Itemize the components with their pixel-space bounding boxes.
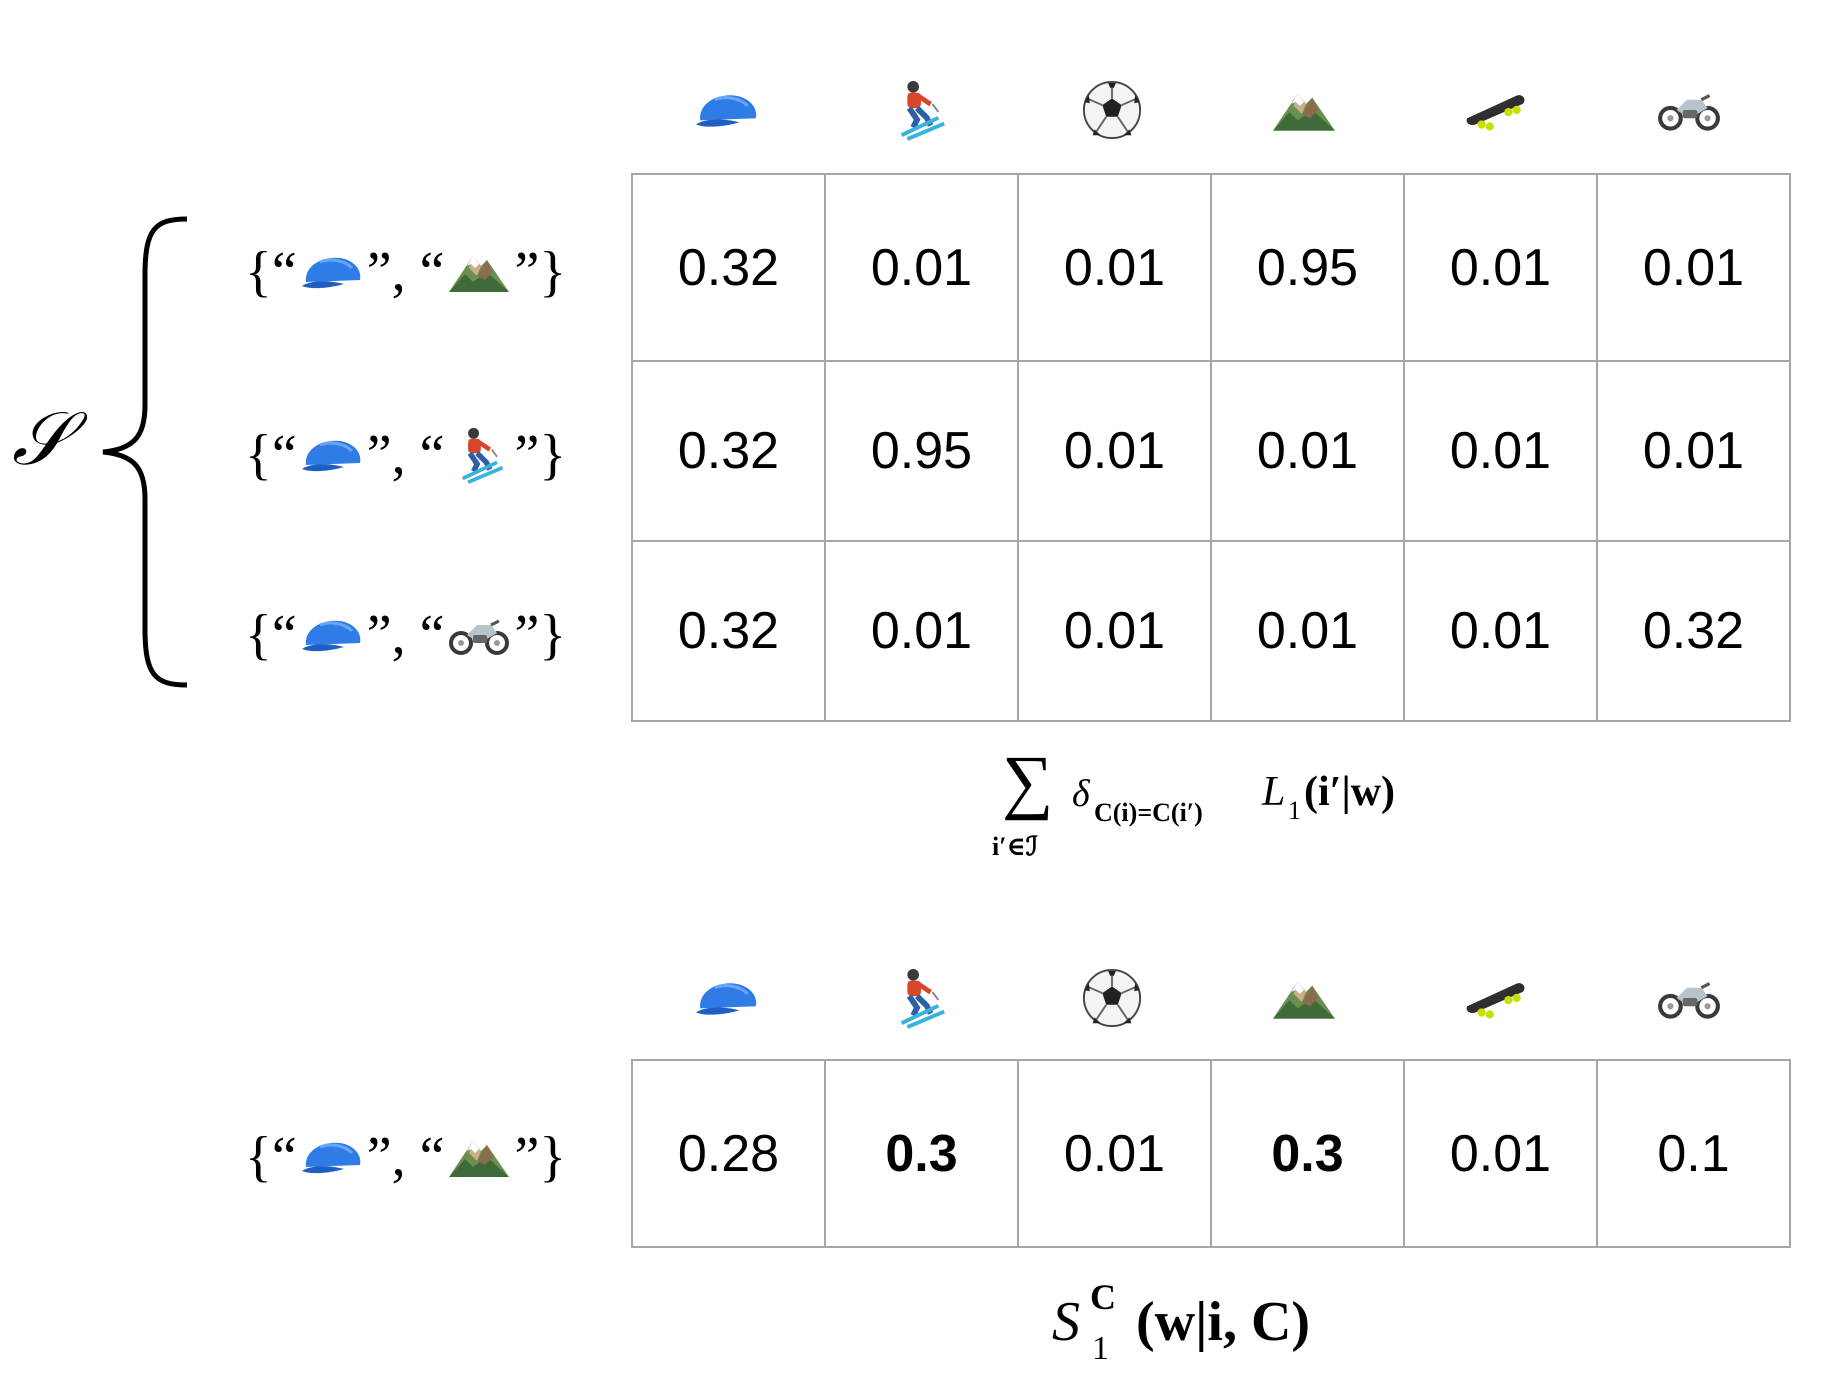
result-subscript: 1 [1092, 1330, 1109, 1367]
likelihood-symbol: L [1262, 769, 1286, 815]
table-cell: 0.95 [824, 360, 1019, 542]
table-cell: 0.01 [1017, 173, 1212, 362]
cap-icon [297, 605, 367, 665]
table-cell: 0.01 [1596, 173, 1791, 362]
table-cell: 0.32 [631, 540, 826, 722]
soccer-ball-icon [1016, 70, 1208, 150]
table-row: 0.32 0.95 0.01 0.01 0.01 0.01 [631, 360, 1791, 542]
soccer-ball-icon [1016, 958, 1208, 1038]
top-column-header [631, 70, 1785, 150]
table-cell: 0.01 [824, 540, 1019, 722]
motorcycle-icon [1593, 958, 1785, 1038]
mountain-icon [1208, 958, 1400, 1038]
set-label: 𝒮 [12, 399, 70, 481]
likelihood-args: (i′|w) [1304, 769, 1396, 815]
table-cell: 0.95 [1210, 173, 1405, 362]
table-cell: 0.1 [1596, 1059, 1791, 1248]
sum-subscript: i′∈ℐ [992, 832, 1038, 861]
likelihood-subscript: 1 [1288, 796, 1301, 825]
skier-icon [823, 958, 1015, 1038]
cap-icon [297, 425, 367, 485]
delta-symbol: δ [1072, 773, 1090, 815]
skateboard-icon [1400, 70, 1592, 150]
row-label-cap-skier: {“”, “”} [245, 424, 567, 486]
result-args: (w|i, C) [1136, 1291, 1311, 1353]
delta-subscript: C(i)=C(i′) [1094, 798, 1203, 827]
skier-icon [823, 70, 1015, 150]
mountain-icon [444, 242, 514, 302]
table-cell: 0.01 [824, 173, 1019, 362]
table-cell: 0.32 [631, 173, 826, 362]
row-label-cap-motorcycle: {“”, “”} [245, 604, 567, 666]
mountain-icon [1208, 70, 1400, 150]
motorcycle-icon [1593, 70, 1785, 150]
left-brace [102, 216, 188, 688]
cap-icon [631, 70, 823, 150]
sum-operator: ∑ [1002, 741, 1054, 821]
table-cell: 0.01 [1403, 540, 1598, 722]
result-superscript: C [1090, 1277, 1116, 1317]
cap-icon [297, 242, 367, 302]
table-cell: 0.32 [1596, 540, 1791, 722]
skateboard-icon [1400, 958, 1592, 1038]
table-row: 0.32 0.01 0.01 0.01 0.01 0.32 [631, 540, 1791, 722]
table-cell: 0.01 [1017, 1059, 1212, 1248]
result-base: S [1052, 1291, 1080, 1353]
sum-formula: ∑ i′∈ℐ δ C(i)=C(i′) L 1 (i′|w) [990, 741, 1470, 870]
table-cell: 0.32 [631, 360, 826, 542]
mountain-icon [444, 1127, 514, 1187]
table-row: 0.28 0.3 0.01 0.3 0.01 0.1 [631, 1059, 1791, 1248]
table-cell-highlight: 0.3 [1210, 1059, 1405, 1248]
table-cell: 0.01 [1017, 360, 1212, 542]
table-cell: 0.01 [1403, 360, 1598, 542]
table-cell: 0.01 [1017, 540, 1212, 722]
bottom-column-header [631, 958, 1785, 1038]
table-cell: 0.01 [1210, 360, 1405, 542]
skier-icon [444, 425, 514, 485]
table-cell: 0.01 [1210, 540, 1405, 722]
table-cell: 0.01 [1403, 1059, 1598, 1248]
cap-icon [297, 1127, 367, 1187]
row-label-cap-mountain-result: {“”, “”} [245, 1126, 567, 1188]
table-cell: 0.28 [631, 1059, 826, 1248]
table-row: 0.32 0.01 0.01 0.95 0.01 0.01 [631, 173, 1791, 362]
top-score-table: 0.32 0.01 0.01 0.95 0.01 0.01 0.32 0.95 … [631, 173, 1791, 722]
cap-icon [631, 958, 823, 1038]
motorcycle-icon [444, 605, 514, 665]
bottom-score-table: 0.28 0.3 0.01 0.3 0.01 0.1 [631, 1059, 1791, 1248]
row-label-cap-mountain: {“”, “”} [245, 241, 567, 303]
table-cell: 0.01 [1403, 173, 1598, 362]
table-cell: 0.01 [1596, 360, 1791, 542]
table-cell-highlight: 0.3 [824, 1059, 1019, 1248]
result-formula: S C 1 (w|i, C) [1052, 1277, 1382, 1382]
